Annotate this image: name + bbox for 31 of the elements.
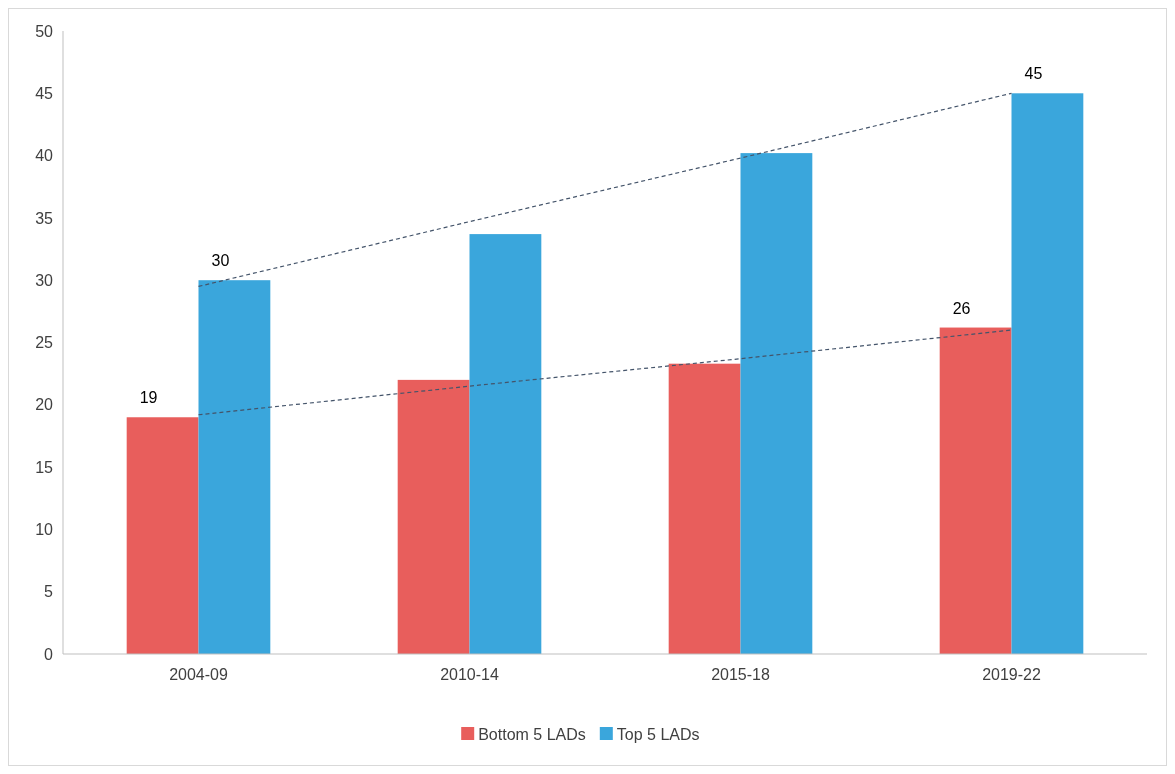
- bar: [469, 234, 542, 654]
- legend-label: Bottom 5 LADs: [478, 725, 586, 743]
- bar: [126, 417, 199, 654]
- data-label: 45: [1024, 65, 1043, 83]
- y-tick-label: 40: [35, 147, 54, 165]
- bar: [939, 327, 1012, 654]
- bar: [1011, 93, 1084, 654]
- y-tick-label: 25: [35, 334, 54, 352]
- y-tick-label: 10: [35, 521, 54, 538]
- legend-label: Top 5 LADs: [616, 725, 700, 743]
- y-tick-label: 30: [35, 271, 54, 289]
- bar: [740, 153, 813, 654]
- x-tick-label: 2004-09: [169, 666, 228, 683]
- x-tick-label: 2019-22: [982, 666, 1041, 683]
- bar: [198, 280, 271, 654]
- x-tick-label: 2010-14: [440, 666, 499, 683]
- x-tick-label: 2015-18: [711, 666, 770, 683]
- data-label: 30: [211, 252, 230, 270]
- y-tick-label: 50: [35, 22, 54, 40]
- line-series: [197, 92, 1013, 288]
- y-tick-label: 5: [44, 583, 54, 601]
- line-series: [197, 329, 1013, 416]
- bar: [668, 363, 741, 654]
- y-tick-label: 35: [35, 209, 54, 227]
- data-label: 19: [139, 389, 158, 407]
- y-tick-label: 20: [35, 396, 54, 414]
- y-tick-label: 0: [44, 645, 54, 663]
- y-tick-label: 45: [35, 84, 54, 102]
- data-label: 26: [952, 299, 971, 317]
- bar: [397, 379, 470, 654]
- y-tick-label: 15: [35, 458, 54, 476]
